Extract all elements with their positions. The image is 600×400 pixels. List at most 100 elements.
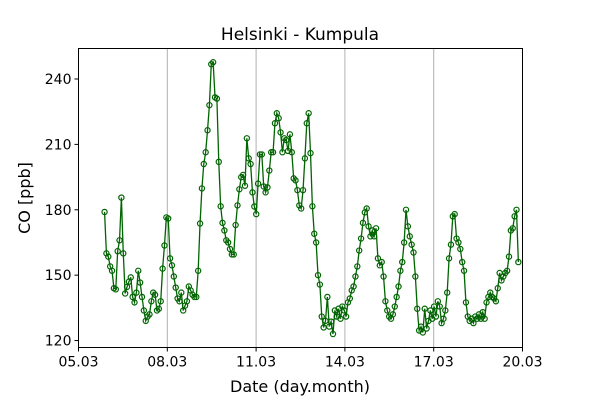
data-point [151,291,159,298]
data-point [247,160,254,168]
data-point [215,158,222,166]
data-point [402,206,410,213]
x-axis: 05.03 08.03 11.03 14.03 17.03 20.03 [58,347,543,371]
y-tick-label: 180 [45,203,72,219]
x-tick-label: 11.03 [236,355,276,371]
data-point [301,155,309,162]
data-point [243,135,251,142]
data-point [159,265,166,272]
data-point [168,262,176,269]
data-point [196,220,204,227]
data-point [513,206,520,213]
data-point [329,330,337,338]
data-point [157,298,164,305]
data-point [253,210,260,218]
data-point [359,219,367,227]
data-point [183,298,191,305]
data-point [412,273,419,280]
data-point [251,203,258,210]
data-point [178,289,185,296]
data-point [275,115,282,122]
data-point [204,127,211,134]
data-point [129,293,136,301]
y-axis-label: CO [ppb] [15,162,34,234]
data-point [314,271,322,279]
data-point [331,307,339,314]
data-point [352,273,359,280]
data-point [116,237,123,244]
data-point [258,151,266,158]
x-tick-label: 14.03 [325,355,365,371]
x-axis-label: Date (day.month) [230,377,370,396]
data-point [479,308,486,316]
data-point [342,313,350,320]
data-point [221,227,228,234]
data-point [161,242,168,249]
data-point [120,250,127,257]
series-co [101,59,522,338]
data-point [423,325,430,332]
data-point [346,295,354,302]
data-point [213,95,221,102]
data-point [399,258,406,266]
data-point [318,313,325,320]
data-point [166,255,174,262]
data-point [284,147,292,155]
data-point [136,279,144,286]
data-point [357,235,365,242]
data-point [228,251,236,258]
data-point [355,247,363,254]
data-point [224,239,232,246]
x-tick-label: 17.03 [414,355,454,371]
data-point [444,289,451,296]
data-point [123,283,131,291]
data-point [299,186,307,194]
data-point [303,120,310,127]
data-point [202,149,209,156]
y-tick-label: 150 [45,268,72,284]
data-point [494,285,501,292]
data-point [311,230,318,237]
data-point [458,258,466,266]
data-point [312,239,320,246]
data-point [382,298,389,305]
data-point [419,329,427,336]
data-point [432,313,440,320]
data-point [176,298,183,305]
data-point [442,307,449,314]
data-point [217,203,224,210]
data-point [427,307,434,314]
data-point [271,120,279,127]
data-point [305,110,312,117]
data-point [483,299,490,306]
data-point [279,149,286,156]
data-point [372,225,380,232]
data-point [286,131,294,138]
data-point [170,273,178,280]
data-point [209,59,217,66]
data-point [277,129,284,136]
data-point [146,311,153,318]
data-point [249,189,256,196]
data-point [241,182,249,189]
data-point [108,267,116,274]
plot-frame [78,48,523,348]
data-point [131,299,138,306]
data-point [481,315,488,322]
data-point [350,283,357,290]
data-point [417,323,425,330]
data-point [133,289,140,296]
data-point [440,315,447,322]
data-point [408,241,415,248]
data-point [232,221,239,229]
data-point [421,305,428,312]
data-point [370,233,378,240]
data-point [434,298,442,305]
data-point [114,247,121,255]
data-point [260,183,267,190]
data-point [367,233,374,240]
y-axis: 120 150 180 210 240 [45,72,79,350]
data-point [121,290,129,297]
data-point [135,267,142,274]
